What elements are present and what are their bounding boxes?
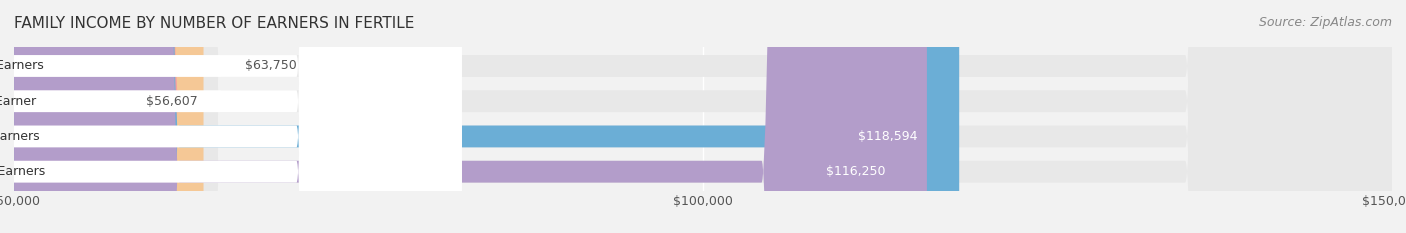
FancyBboxPatch shape [0,0,463,233]
Text: $116,250: $116,250 [827,165,886,178]
Text: 2 Earners: 2 Earners [0,130,39,143]
FancyBboxPatch shape [14,0,204,233]
Text: Source: ZipAtlas.com: Source: ZipAtlas.com [1258,16,1392,29]
Text: $63,750: $63,750 [245,59,297,72]
FancyBboxPatch shape [14,0,1392,233]
FancyBboxPatch shape [14,0,1392,233]
Text: $56,607: $56,607 [146,95,198,108]
FancyBboxPatch shape [14,0,927,233]
Text: No Earners: No Earners [0,59,44,72]
FancyBboxPatch shape [0,0,463,233]
FancyBboxPatch shape [0,0,463,233]
Text: 1 Earner: 1 Earner [0,95,37,108]
FancyBboxPatch shape [0,0,180,233]
Text: 3+ Earners: 3+ Earners [0,165,45,178]
FancyBboxPatch shape [14,0,1392,233]
FancyBboxPatch shape [0,0,463,233]
Text: $118,594: $118,594 [859,130,918,143]
FancyBboxPatch shape [14,0,1392,233]
Text: FAMILY INCOME BY NUMBER OF EARNERS IN FERTILE: FAMILY INCOME BY NUMBER OF EARNERS IN FE… [14,16,415,31]
FancyBboxPatch shape [14,0,959,233]
